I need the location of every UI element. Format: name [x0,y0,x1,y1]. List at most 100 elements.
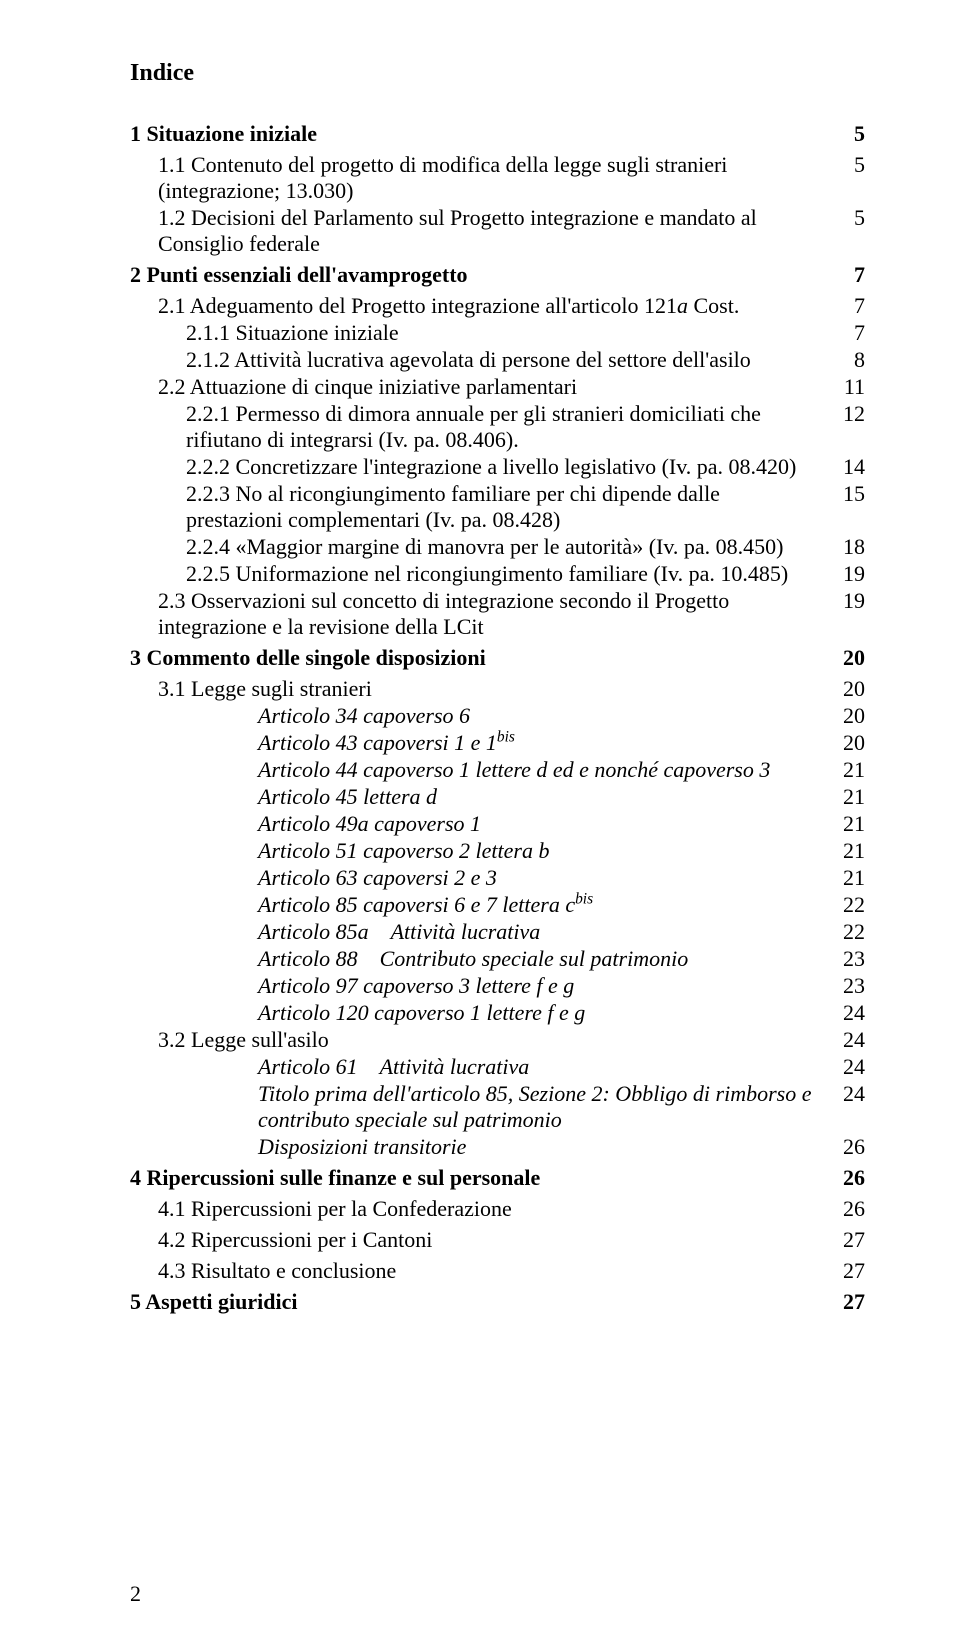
toc-entry-text: 4.3 Risultato e conclusione [158,1258,411,1284]
toc-entry: 2.2 Attuazione di cinque iniziative parl… [158,374,865,400]
toc-entry-page: 19 [835,561,865,587]
toc-entry-page: 21 [835,811,865,837]
toc-entry-page: 5 [835,205,865,231]
toc-entry-text: Articolo 49a capoverso 1 [258,811,496,837]
toc-entry-text: 2.2 Attuazione di cinque iniziative parl… [158,374,592,400]
toc-entry: Articolo 88 Contributo speciale sul patr… [258,946,865,972]
toc-entry: 4 Ripercussioni sulle finanze e sul pers… [130,1165,865,1191]
toc-entry-page: 24 [835,1000,865,1026]
toc-entry-page: 20 [835,730,865,756]
toc-entry: 2.2.2 Concretizzare l'integrazione a liv… [186,454,865,480]
toc-entry: 4.2 Ripercussioni per i Cantoni 27 [158,1227,865,1253]
toc-entry-page: 22 [835,892,865,918]
toc-entry-page: 7 [835,320,865,346]
toc-entry-text: 3.1 Legge sugli stranieri [158,676,387,702]
toc-entry: 2 Punti essenziali dell'avamprogetto 7 [130,262,865,288]
toc-entry: Titolo prima dell'articolo 85, Sezione 2… [258,1081,865,1133]
toc-entry-text: 4.1 Ripercussioni per la Confederazione [158,1196,527,1222]
toc-entry-text: 4 Ripercussioni sulle finanze e sul pers… [130,1165,555,1191]
toc-entry-text: Articolo 43 capoversi 1 e 1bis [258,730,530,756]
toc-entry-text: 2 Punti essenziali dell'avamprogetto [130,262,483,288]
toc-entry-page: 11 [835,374,865,400]
toc-entry: 2.2.4 «Maggior margine di manovra per le… [186,534,865,560]
toc-entry-text: 2.2.4 «Maggior margine di manovra per le… [186,534,799,560]
toc-entry: 1 Situazione iniziale5 [130,121,865,147]
toc-entry: 4.1 Ripercussioni per la Confederazione 2… [158,1196,865,1222]
toc-entry-page: 12 [835,401,865,427]
toc-entry: 2.2.3 No al ricongiungimento familiare p… [186,481,865,533]
toc-entry-page: 7 [835,293,865,319]
toc-entry-page: 24 [835,1054,865,1080]
toc-entry-page: 21 [835,838,865,864]
toc-entry: 5 Aspetti giuridici 27 [130,1289,865,1315]
toc-entry: 1.1 Contenuto del progetto di modifica d… [158,152,865,204]
toc-entry: 2.1.1 Situazione iniziale 7 [186,320,865,346]
toc-entry-text: Disposizioni transitorie [258,1134,481,1160]
toc-entry: 4.3 Risultato e conclusione 27 [158,1258,865,1284]
toc-entry-page: 5 [835,121,865,147]
toc-entry-text: Articolo 88 Contributo speciale sul patr… [258,946,703,972]
toc-entry: Disposizioni transitorie 26 [258,1134,865,1160]
toc-entry: Articolo 51 capoverso 2 lettera b 21 [258,838,865,864]
toc-entry-text: Articolo 61 Attività lucrativa [258,1054,544,1080]
toc-entry: 2.1.2 Attività lucrativa agevolata di pe… [186,347,865,373]
toc-entry: Articolo 63 capoversi 2 e 3 21 [258,865,865,891]
toc-entry-page: 27 [835,1258,865,1284]
toc-entry-text: 2.2.2 Concretizzare l'integrazione a liv… [186,454,811,480]
toc-entry-page: 27 [835,1289,865,1315]
toc-entry: Articolo 97 capoverso 3 lettere f e g23 [258,973,865,999]
toc-entry-page: 20 [835,703,865,729]
toc-entry-page: 21 [835,784,865,810]
toc-entry-text: 5 Aspetti giuridici [130,1289,312,1315]
toc-entry: 2.2.5 Uniformazione nel ricongiungimento… [186,561,865,587]
toc-entry: Articolo 85 capoversi 6 e 7 lettera cbis… [258,892,865,918]
toc-entry: Articolo 44 capoverso 1 lettere d ed e n… [258,757,865,783]
toc-entry-page: 23 [835,946,865,972]
toc-entry-page: 19 [835,588,865,614]
toc-entry-text: 1.2 Decisioni del Parlamento sul Progett… [158,205,835,257]
toc-entry-page: 24 [835,1027,865,1053]
toc-entry: Articolo 120 capoverso 1 lettere f e g 24 [258,1000,865,1026]
toc-entry-page: 21 [835,865,865,891]
toc-entry-text: Articolo 85 capoversi 6 e 7 lettera cbis [258,892,608,918]
toc-entry-page: 26 [835,1196,865,1222]
toc-entry-page: 21 [835,757,865,783]
toc-entry-text: Titolo prima dell'articolo 85, Sezione 2… [258,1081,835,1133]
toc-entry-text: 2.2.1 Permesso di dimora annuale per gli… [186,401,835,453]
toc-entry: 3 Commento delle singole disposizioni20 [130,645,865,671]
toc-entry-page: 24 [835,1081,865,1107]
document-page: Indice 1 Situazione iniziale5 1.1 Contenu… [0,0,960,1652]
toc-entry-text: Articolo 97 capoverso 3 lettere f e g [258,973,589,999]
toc-entry-text: 2.2.3 No al ricongiungimento familiare p… [186,481,835,533]
toc-entry: 3.1 Legge sugli stranieri 20 [158,676,865,702]
page-title: Indice [130,60,865,87]
toc-entry: Articolo 61 Attività lucrativa 24 [258,1054,865,1080]
toc-entry-page: 20 [835,645,865,671]
toc-entry: 3.2 Legge sull'asilo24 [158,1027,865,1053]
toc-entry-page: 26 [835,1134,865,1160]
toc-entry-text: Articolo 120 capoverso 1 lettere f e g [258,1000,600,1026]
toc-entry-page: 5 [835,152,865,178]
toc-entry-text: 4.2 Ripercussioni per i Cantoni [158,1227,447,1253]
toc-entry: Articolo 45 lettera d 21 [258,784,865,810]
toc-entry-page: 7 [835,262,865,288]
toc-entry-text: Articolo 34 capoverso 6 [258,703,485,729]
toc-entry-text: 2.1.1 Situazione iniziale [186,320,414,346]
toc-entry-text: 1.1 Contenuto del progetto di modifica d… [158,152,835,204]
toc-entry-page: 27 [835,1227,865,1253]
toc-container: 1 Situazione iniziale5 1.1 Contenuto del … [130,121,865,1315]
toc-entry: 2.1 Adeguamento del Progetto integrazion… [158,293,865,319]
toc-entry-text: 2.3 Osservazioni sul concetto di integra… [158,588,835,640]
toc-entry: 2.3 Osservazioni sul concetto di integra… [158,588,865,640]
toc-entry: 1.2 Decisioni del Parlamento sul Progett… [158,205,865,257]
toc-entry-page: 26 [835,1165,865,1191]
toc-entry-text: Articolo 85a Attività lucrativa [258,919,555,945]
toc-entry-text: Articolo 51 capoverso 2 lettera b [258,838,564,864]
toc-entry-page: 20 [835,676,865,702]
toc-entry-page: 18 [835,534,865,560]
toc-entry: Articolo 85a Attività lucrativa22 [258,919,865,945]
toc-entry-text: Articolo 45 lettera d [258,784,452,810]
toc-entry-page: 15 [835,481,865,507]
toc-entry-text: Articolo 63 capoversi 2 e 3 [258,865,512,891]
toc-entry-text: Articolo 44 capoverso 1 lettere d ed e n… [258,757,785,783]
